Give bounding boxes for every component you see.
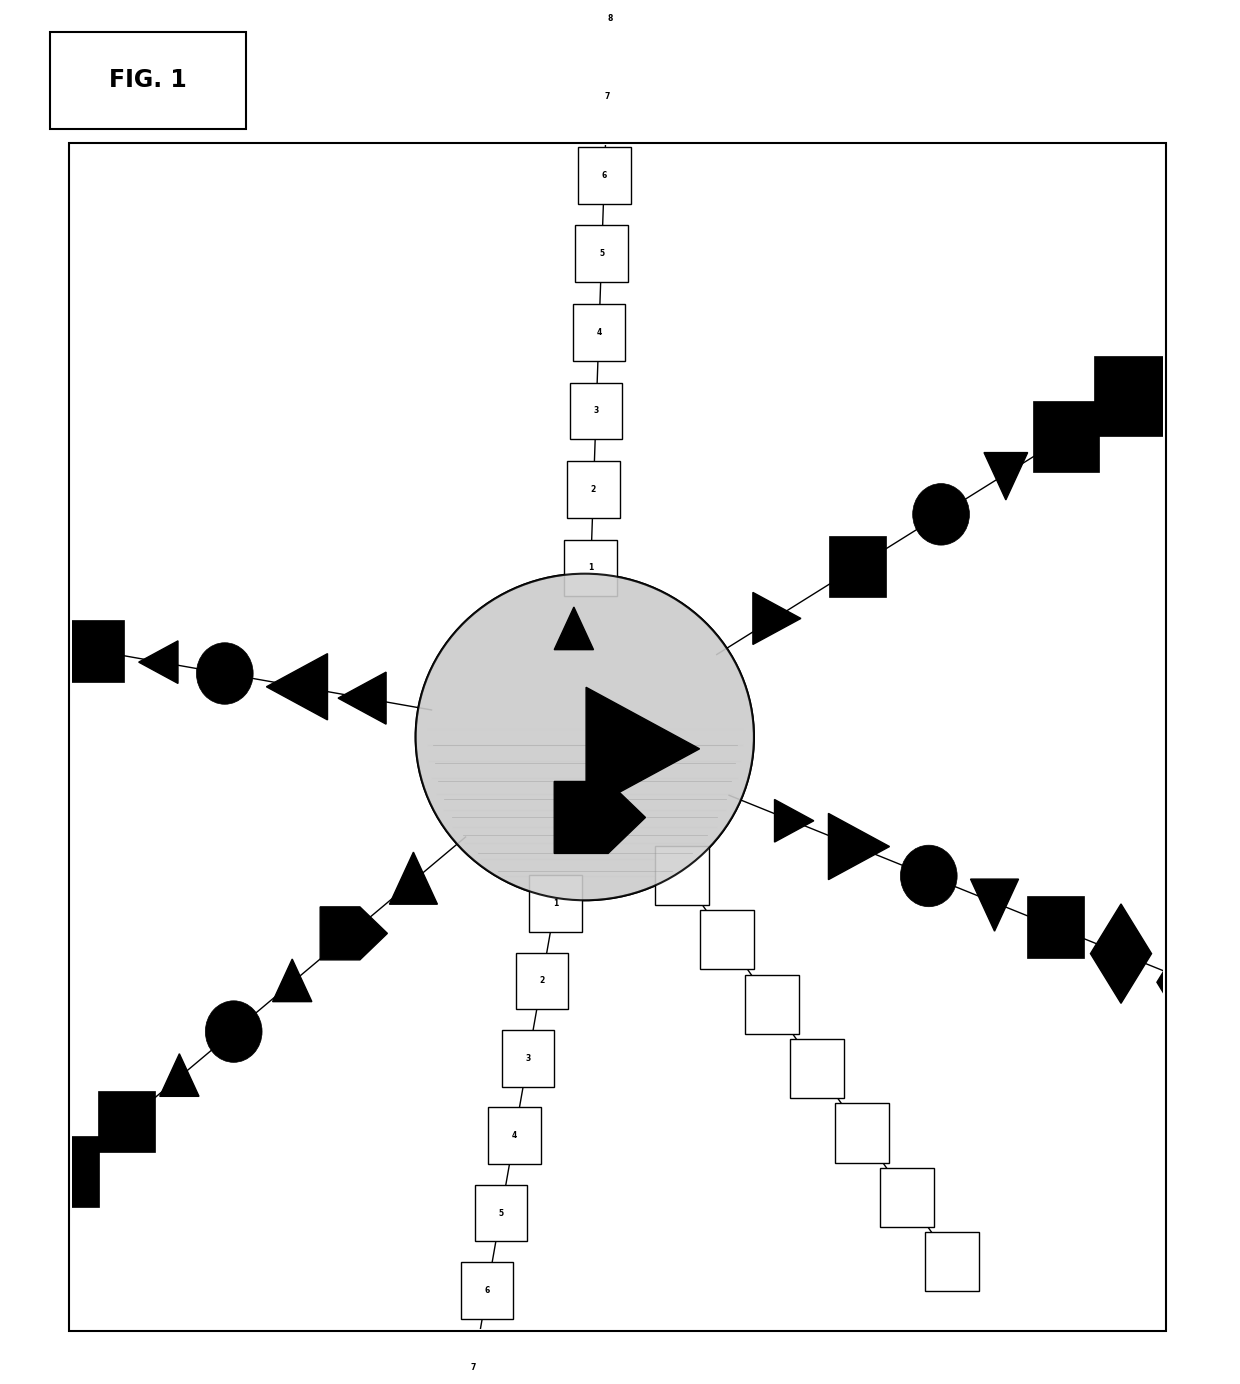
Text: 6: 6	[601, 170, 608, 180]
Polygon shape	[971, 879, 1018, 931]
Polygon shape	[985, 453, 1028, 500]
Polygon shape	[320, 907, 387, 960]
FancyBboxPatch shape	[699, 911, 754, 969]
Text: 2: 2	[539, 977, 544, 985]
FancyBboxPatch shape	[567, 461, 620, 518]
FancyBboxPatch shape	[582, 68, 634, 125]
Polygon shape	[554, 782, 646, 854]
Bar	[1033, 401, 1099, 472]
Text: 4: 4	[512, 1131, 517, 1140]
Bar	[98, 1091, 155, 1151]
FancyBboxPatch shape	[50, 32, 246, 129]
FancyBboxPatch shape	[745, 974, 800, 1034]
Bar	[1027, 897, 1084, 958]
FancyBboxPatch shape	[516, 952, 568, 1009]
Polygon shape	[267, 653, 327, 720]
Polygon shape	[1090, 904, 1152, 1003]
Polygon shape	[139, 641, 179, 684]
FancyBboxPatch shape	[69, 143, 1166, 1331]
Polygon shape	[1157, 926, 1226, 1039]
Text: 2: 2	[590, 484, 596, 494]
Bar	[33, 1136, 99, 1207]
Circle shape	[900, 846, 957, 907]
Text: 5: 5	[498, 1208, 503, 1218]
FancyBboxPatch shape	[573, 304, 625, 361]
Polygon shape	[828, 814, 889, 880]
Text: 7: 7	[471, 1363, 476, 1373]
FancyBboxPatch shape	[880, 1168, 935, 1226]
Polygon shape	[775, 800, 813, 841]
Bar	[0, 602, 53, 673]
FancyBboxPatch shape	[835, 1103, 889, 1163]
FancyBboxPatch shape	[925, 1232, 980, 1291]
Text: 4: 4	[596, 328, 601, 336]
Text: 1: 1	[588, 563, 593, 573]
FancyBboxPatch shape	[564, 540, 616, 597]
Bar	[67, 620, 124, 681]
FancyBboxPatch shape	[578, 147, 631, 203]
FancyBboxPatch shape	[475, 1185, 527, 1241]
Polygon shape	[389, 853, 438, 904]
Text: 8: 8	[608, 14, 613, 22]
FancyBboxPatch shape	[790, 1039, 844, 1098]
Text: FIG. 1: FIG. 1	[109, 68, 186, 93]
Text: 7: 7	[604, 93, 610, 101]
FancyBboxPatch shape	[655, 846, 709, 905]
FancyBboxPatch shape	[502, 1030, 554, 1086]
FancyBboxPatch shape	[461, 1262, 513, 1319]
FancyBboxPatch shape	[448, 1340, 500, 1384]
FancyBboxPatch shape	[570, 382, 622, 439]
Circle shape	[913, 483, 970, 545]
Ellipse shape	[415, 574, 754, 900]
Polygon shape	[587, 688, 699, 811]
Polygon shape	[554, 608, 594, 649]
Bar	[830, 536, 887, 597]
Polygon shape	[339, 673, 386, 724]
Text: 3: 3	[526, 1053, 531, 1063]
FancyBboxPatch shape	[529, 875, 582, 931]
FancyBboxPatch shape	[489, 1107, 541, 1164]
Polygon shape	[160, 1053, 198, 1096]
Polygon shape	[753, 592, 801, 645]
Circle shape	[206, 1001, 262, 1063]
FancyBboxPatch shape	[584, 0, 636, 47]
Text: 5: 5	[599, 249, 604, 259]
Polygon shape	[273, 959, 311, 1002]
Text: 1: 1	[553, 900, 558, 908]
Bar	[1094, 356, 1168, 436]
FancyBboxPatch shape	[575, 226, 627, 282]
Text: 6: 6	[485, 1286, 490, 1295]
Ellipse shape	[415, 574, 754, 900]
Text: 3: 3	[594, 407, 599, 415]
Circle shape	[196, 642, 253, 704]
